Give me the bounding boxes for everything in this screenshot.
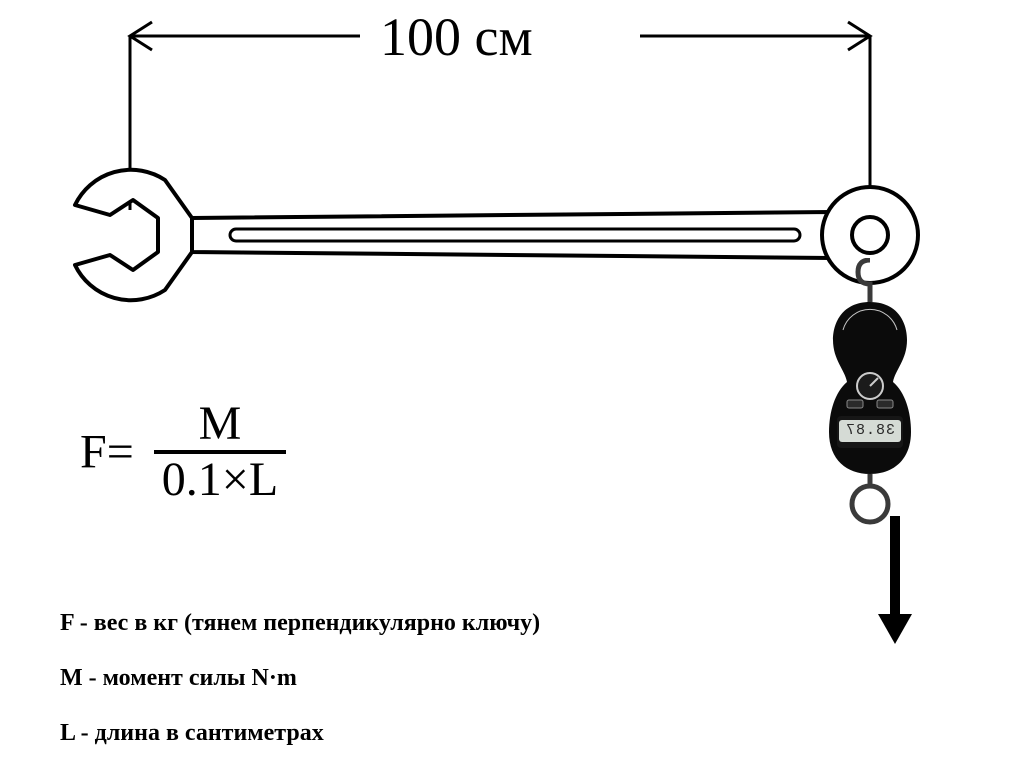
formula-numerator: M — [154, 400, 286, 454]
force-arrow-icon — [870, 510, 920, 660]
diagram-canvas: { "canvas": { "width": 1024, "height": 7… — [0, 0, 1024, 768]
formula: F= M 0.1×L — [80, 400, 286, 504]
digital-scale-icon — [827, 300, 913, 500]
dimension-label: 100 см — [380, 6, 533, 68]
scale-readout: 38.87 — [839, 420, 901, 442]
legend-line-0: F - вес в кг (тянем перпендикулярно ключ… — [60, 610, 540, 637]
legend-line-1: M - момент силы N·m — [60, 665, 297, 692]
formula-lhs: F= — [80, 426, 134, 479]
formula-denominator: 0.1×L — [154, 454, 286, 504]
legend-line-2: L - длина в сантиметрах — [60, 720, 324, 747]
